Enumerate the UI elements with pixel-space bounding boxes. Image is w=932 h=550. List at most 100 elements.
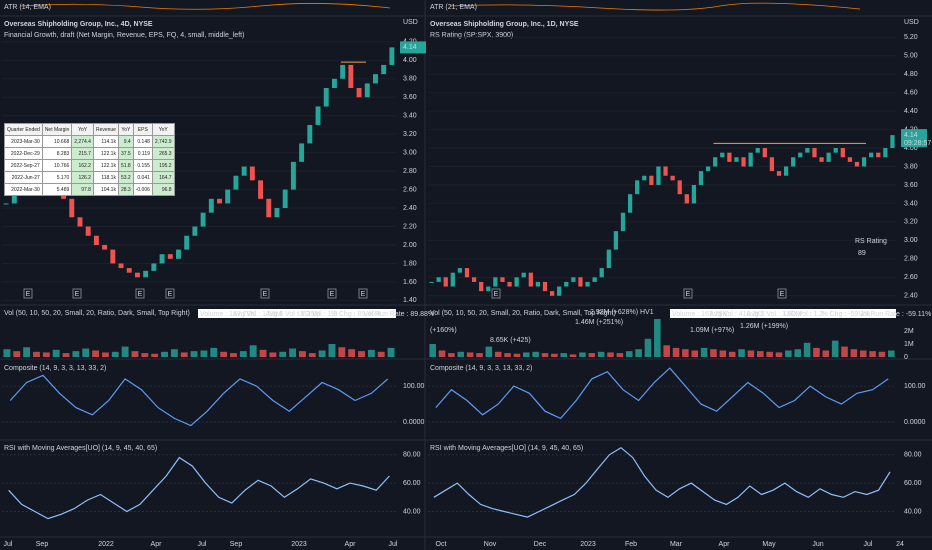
candle [507,281,512,287]
volume-bar [328,344,336,357]
y-tick-label: 3.40 [904,200,918,207]
candle [535,281,541,287]
volume-annotation: 1.46M (+251%) [575,319,623,326]
earnings-marker: E [686,291,691,298]
earnings-marker: E [330,291,335,298]
candle [282,189,288,209]
y-tick-label: 40.00 [904,508,922,515]
candle [176,249,181,259]
volume-bar [230,353,237,357]
volume-bar [644,338,652,357]
table-cell: 5.489 [41,183,73,196]
candle [847,157,853,162]
x-tick-label: Apr [151,541,163,548]
candle [833,148,838,153]
volume-bar [841,346,848,357]
candle [69,198,75,218]
volume-stat: Vol Run Rate : -59.11% [859,311,932,318]
volume-bar [23,347,31,357]
table-cell: 122.1k [92,159,119,172]
table-cell: 2,274.4 [71,135,94,148]
y-tick-label: 1.80 [403,260,417,267]
currency: USD [403,19,418,26]
countdown: 09:28:57 [904,140,931,147]
candle [840,148,845,158]
candle [677,180,682,195]
candle [627,194,633,213]
volume-bar [850,349,858,357]
x-tick-label: Jul [4,541,13,548]
volume-bar [775,352,783,357]
candle [381,64,387,75]
x-tick-label: 2023 [291,541,307,548]
candle [217,198,222,204]
volume-stat: Volume : 167.79K [672,311,728,318]
candle [118,263,124,269]
volume-bar [190,351,198,357]
volume-title: Vol (50, 10, 50, 20, Small, 20, Ratio, D… [4,310,190,317]
candle [578,277,583,287]
table-cell: 10.668 [41,135,73,148]
earnings-marker: E [26,291,31,298]
candle [869,152,874,158]
x-tick-label: Sep [36,541,49,548]
volume-bar [62,353,70,357]
candle [443,277,448,287]
symbol-title: Overseas Shipholding Group, Inc., 4D, NY… [4,21,153,28]
y-tick-label: 3.80 [904,163,918,170]
candle [356,88,362,98]
y-tick-label: 3.20 [403,131,417,138]
volume-bar [33,351,40,357]
table-cell: Quarter Ended [4,123,43,136]
candle [208,198,214,213]
volume-bar [141,353,149,357]
y-tick-label: 2.40 [403,205,417,212]
candle [348,64,354,89]
candle [663,166,668,176]
earnings-box [358,288,368,299]
earnings-box [135,288,145,299]
volume-bar [72,351,80,357]
volume-bar [170,349,178,357]
y-tick-label: 100.00 [904,383,926,390]
earnings-box [777,288,787,299]
volume-stat: U/D Vol : 1.3 [298,311,337,318]
candle [233,175,239,190]
y-tick-label: 2.00 [403,242,417,249]
table-cell: 37.5 [117,147,134,160]
volume-bar [289,348,297,357]
volume-bar [476,353,483,357]
volume-bar [438,350,446,357]
candle [642,175,647,181]
table-cell: 51.8 [117,159,134,172]
candle [599,268,604,278]
candle [184,235,190,250]
volume-bar [541,353,549,357]
volume-bar [672,347,680,357]
candle [11,189,17,204]
volume-bar [249,345,257,357]
candle [299,143,305,162]
x-tick-label: Oct [436,541,447,548]
candle [727,152,732,162]
volume-stat: Vol Run Rate : 89.88% [363,311,434,318]
candle [192,226,198,236]
y-tick-label: 4.00 [403,57,417,64]
volume-bar [448,353,455,357]
volume-bar [239,351,247,357]
table-cell: 118.1k [92,171,119,184]
table-cell: 164.7 [151,171,175,184]
stats-box [198,309,396,318]
earnings-box [260,288,270,299]
candle [102,244,108,250]
table-cell: 104.1k [92,183,119,196]
atr-line [19,3,391,10]
table-cell: 265.3 [151,147,175,160]
volume-bar [504,353,511,357]
candle [741,157,746,167]
table-cell: 0.041 [132,171,153,184]
candle [698,171,704,185]
volume-bar [663,345,670,357]
y-tick-label: 5.00 [904,53,918,60]
y-tick-label: 1.60 [403,279,417,286]
